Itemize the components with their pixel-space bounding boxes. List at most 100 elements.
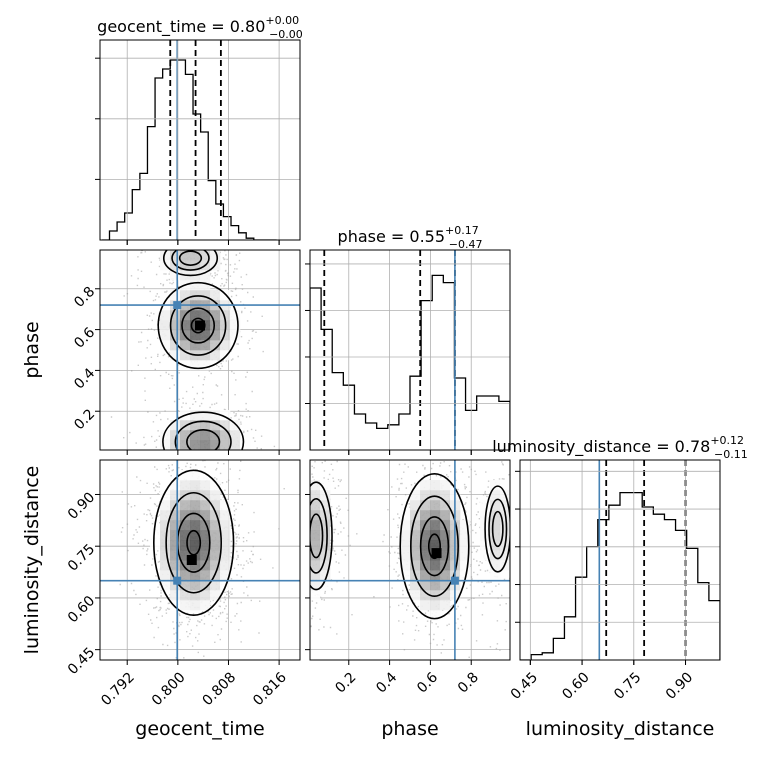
density-cell xyxy=(420,560,431,571)
density-cell xyxy=(500,520,510,531)
density-cell xyxy=(410,530,421,541)
density-cell xyxy=(210,490,221,501)
density-cell xyxy=(410,560,421,571)
density-cell xyxy=(420,480,431,491)
density-cell xyxy=(210,250,221,261)
density-cell xyxy=(320,490,331,501)
density-cell xyxy=(420,490,431,501)
truth-marker xyxy=(173,576,182,585)
hist-step-line xyxy=(520,491,720,660)
density-contour xyxy=(488,498,508,560)
density-contour xyxy=(152,469,235,616)
density-cell xyxy=(210,290,221,301)
density-cell xyxy=(320,560,331,571)
density-cell xyxy=(320,530,331,541)
density-cell xyxy=(200,410,211,421)
density-cell xyxy=(200,310,211,321)
density-cell xyxy=(160,530,171,541)
density-cell xyxy=(200,430,211,441)
density-cell xyxy=(310,480,321,491)
density-cell xyxy=(190,540,201,551)
density-cell xyxy=(490,550,501,561)
density-cell xyxy=(190,420,201,431)
density-cell xyxy=(460,530,471,541)
density-cell xyxy=(200,480,211,491)
density-cell xyxy=(200,250,211,261)
density-cell xyxy=(160,500,171,511)
axis-label-x-geocent_time: geocent_time xyxy=(135,718,264,740)
density-cell xyxy=(430,610,441,621)
density-cell xyxy=(200,360,211,371)
density-cell xyxy=(440,510,451,521)
density-cell xyxy=(210,510,221,521)
density-cell xyxy=(160,540,171,551)
density-cell xyxy=(180,320,191,331)
density-cell xyxy=(180,520,191,531)
density-cell xyxy=(210,520,221,531)
density-cell xyxy=(440,530,451,541)
density-cell xyxy=(160,520,171,531)
density-cell xyxy=(500,500,510,511)
density-cell xyxy=(480,540,491,551)
density-cell xyxy=(210,340,221,351)
density-cell xyxy=(160,570,171,581)
title-main: luminosity_distance = 0.78 xyxy=(492,437,710,457)
density-cell xyxy=(170,250,181,261)
hist-panel-phase xyxy=(310,250,510,450)
hist2d-panel-phase-luminosity_distance xyxy=(310,460,510,660)
density-cell xyxy=(160,340,171,351)
density-cell xyxy=(220,430,231,441)
density-contour xyxy=(484,485,510,573)
density-cell xyxy=(320,540,331,551)
tick-label-y: 0.8 xyxy=(71,284,98,311)
density-cell xyxy=(420,600,431,611)
tick-label-x: 0.808 xyxy=(200,669,240,709)
density-cell xyxy=(490,500,501,511)
density-cell xyxy=(160,320,171,331)
density-cell xyxy=(200,600,211,611)
density-cell xyxy=(310,500,321,511)
density-cell xyxy=(320,500,331,511)
density-cell xyxy=(170,350,181,361)
density-cell xyxy=(200,530,211,541)
density-cell xyxy=(200,500,211,511)
density-contour xyxy=(174,420,232,450)
density-cell xyxy=(160,330,171,341)
density-cell xyxy=(500,550,510,561)
density-cell xyxy=(440,520,451,531)
density-cell xyxy=(170,320,181,331)
density-cell xyxy=(420,590,431,601)
density-cell xyxy=(200,560,211,571)
density-cell xyxy=(200,470,211,481)
density-cell xyxy=(170,520,181,531)
panel-title-luminosity_distance: luminosity_distance = 0.78+0.12 −0.11 xyxy=(492,434,748,461)
density-cell xyxy=(200,350,211,361)
density-cell xyxy=(240,440,251,450)
density-cell xyxy=(200,540,211,551)
density-cell xyxy=(220,560,231,571)
peak-marker xyxy=(431,548,442,559)
panel-frame xyxy=(99,39,301,241)
tick-label-y: 0.2 xyxy=(71,406,98,433)
density-cell xyxy=(320,520,331,531)
density-cell xyxy=(310,570,321,581)
axis-label-y-luminosity_distance: luminosity_distance xyxy=(21,466,43,655)
density-cell xyxy=(430,600,441,611)
density-cell xyxy=(230,330,241,341)
density-cell xyxy=(410,520,421,531)
panel-frame xyxy=(309,459,511,661)
density-cell xyxy=(310,530,321,541)
panel-title-phase: phase = 0.55+0.17 −0.47 xyxy=(338,224,483,251)
tick-label-x: 0.8 xyxy=(455,669,482,696)
truth-marker xyxy=(173,301,182,310)
hist-panel-geocent_time xyxy=(101,40,277,240)
density-cell xyxy=(180,600,191,611)
density-cell xyxy=(220,580,231,591)
density-cell xyxy=(430,590,441,601)
density-cell xyxy=(170,310,181,321)
density-cell xyxy=(180,420,191,431)
density-cell xyxy=(490,570,501,581)
density-cell xyxy=(200,340,211,351)
peak-marker xyxy=(186,555,197,565)
